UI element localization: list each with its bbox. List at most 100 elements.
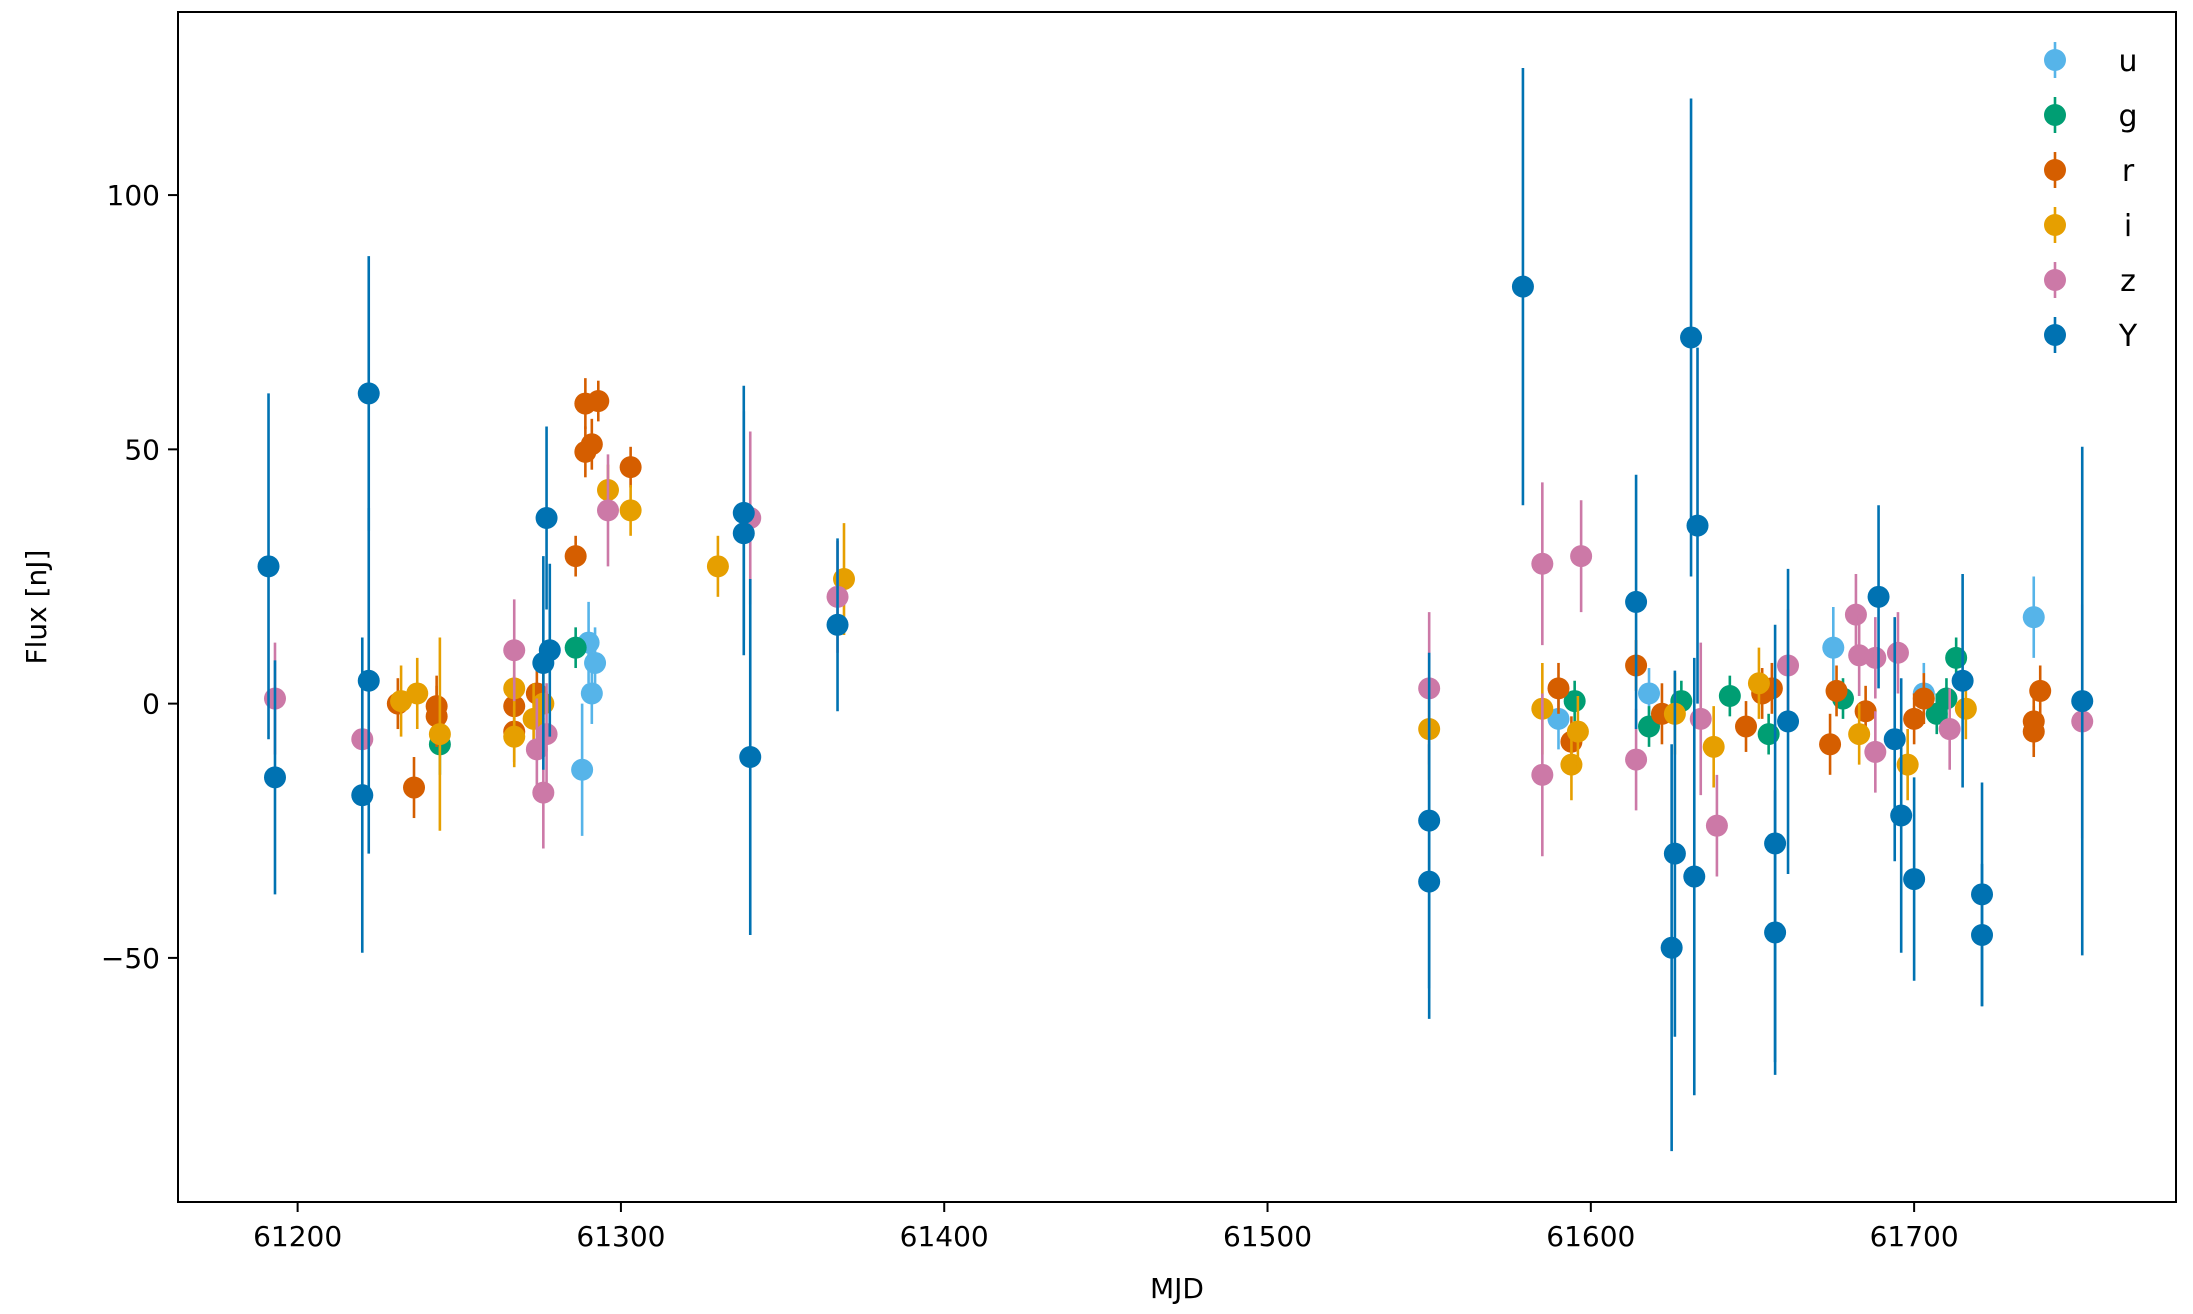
legend-label: i xyxy=(2124,209,2132,244)
data-point-u-5 xyxy=(1638,682,1661,705)
data-point-Y-23 xyxy=(1777,710,1800,733)
legend-label: z xyxy=(2120,264,2136,299)
data-point-z-6 xyxy=(596,499,619,522)
axes-frame xyxy=(177,11,2177,1203)
data-point-z-17 xyxy=(1844,603,1867,626)
data-point-r-1 xyxy=(403,776,426,799)
data-point-z-11 xyxy=(1531,763,1554,786)
data-point-Y-6 xyxy=(535,507,558,530)
legend-item-z: z xyxy=(2044,262,2136,299)
data-point-Y-30 xyxy=(1971,924,1994,947)
data-point-Y-15 xyxy=(1625,590,1648,613)
data-point-u-3 xyxy=(584,651,607,674)
data-point-Y-18 xyxy=(1680,326,1703,349)
data-point-Y-4 xyxy=(357,669,380,692)
data-point-r-12 xyxy=(619,456,642,479)
legend-item-r: r xyxy=(2044,152,2135,189)
data-point-z-21 xyxy=(1886,641,1909,664)
data-point-r-13 xyxy=(1547,677,1570,700)
data-point-Y-14 xyxy=(1511,275,1534,298)
data-point-r-23 xyxy=(1903,707,1926,730)
y-tick-label: 0 xyxy=(142,688,160,721)
data-point-Y-11 xyxy=(826,613,849,636)
y-tick-label: 50 xyxy=(124,433,160,466)
legend-marker xyxy=(2044,159,2066,181)
data-marks xyxy=(257,67,2094,1152)
data-point-Y-0 xyxy=(257,555,280,578)
data-point-g-5 xyxy=(1718,684,1741,707)
data-point-Y-1 xyxy=(263,766,286,789)
y-axis: −50 0 50 100 xyxy=(101,179,178,975)
data-point-Y-24 xyxy=(1867,585,1890,608)
data-point-u-8 xyxy=(2022,606,2045,629)
legend-item-i: i xyxy=(2044,207,2132,244)
data-point-Y-17 xyxy=(1663,842,1686,865)
data-point-i-20 xyxy=(1954,697,1977,720)
data-point-i-1 xyxy=(406,682,429,705)
legend-marker xyxy=(2044,324,2066,346)
x-tick-label: 61300 xyxy=(576,1220,665,1253)
legend-item-u: u xyxy=(2044,42,2138,79)
data-point-Y-22 xyxy=(1764,921,1787,944)
data-point-z-4 xyxy=(532,781,555,804)
legend-label: Y xyxy=(2118,319,2138,354)
data-point-z-10 xyxy=(1531,552,1554,575)
data-point-Y-26 xyxy=(1890,804,1913,827)
legend-label: u xyxy=(2118,44,2137,79)
data-point-z-22 xyxy=(1938,718,1961,741)
data-point-z-5 xyxy=(535,723,558,746)
x-tick-label: 61400 xyxy=(900,1220,989,1253)
data-point-Y-16 xyxy=(1660,936,1683,959)
data-point-z-15 xyxy=(1705,814,1728,837)
data-point-i-9 xyxy=(706,555,729,578)
data-point-r-7 xyxy=(564,545,587,568)
data-point-Y-13 xyxy=(1418,870,1441,893)
data-point-r-20 xyxy=(1819,733,1842,756)
legend-marker xyxy=(2044,214,2066,236)
data-point-Y-3 xyxy=(357,382,380,405)
data-point-g-2 xyxy=(1563,690,1586,713)
data-point-r-11 xyxy=(587,390,610,413)
x-tick-label: 61200 xyxy=(253,1220,342,1253)
data-point-z-13 xyxy=(1625,748,1648,771)
y-tick-label: 100 xyxy=(107,179,160,212)
data-point-r-10 xyxy=(580,433,603,456)
data-point-Y-28 xyxy=(1951,669,1974,692)
data-point-r-27 xyxy=(2029,679,2052,702)
data-point-u-4 xyxy=(1547,707,1570,730)
data-point-Y-9 xyxy=(732,522,755,545)
legend-label: g xyxy=(2118,99,2137,134)
data-point-i-2 xyxy=(428,723,451,746)
series-Y xyxy=(257,67,2094,1152)
data-point-i-3 xyxy=(503,725,526,748)
data-point-z-2 xyxy=(503,639,526,662)
data-point-u-2 xyxy=(580,682,603,705)
legend-label: r xyxy=(2122,154,2135,189)
data-point-Y-19 xyxy=(1683,865,1706,888)
x-axis-title: MJD xyxy=(1150,1272,1204,1305)
data-point-Y-20 xyxy=(1686,514,1709,537)
x-tick-label: 61600 xyxy=(1546,1220,1635,1253)
legend-item-g: g xyxy=(2044,97,2138,134)
data-point-r-17 xyxy=(1735,715,1758,738)
legend-marker xyxy=(2044,104,2066,126)
y-tick-label: −50 xyxy=(101,942,160,975)
data-point-u-0 xyxy=(571,758,594,781)
y-axis-title: Flux [nJ] xyxy=(20,550,53,665)
legend-marker xyxy=(2044,49,2066,71)
data-point-i-17 xyxy=(1747,672,1770,695)
data-point-i-16 xyxy=(1702,735,1725,758)
data-point-z-20 xyxy=(1864,740,1887,763)
data-point-r-3 xyxy=(425,705,448,728)
data-point-Y-10 xyxy=(739,746,762,769)
data-point-z-12 xyxy=(1570,545,1593,568)
x-tick-label: 61700 xyxy=(1870,1220,1959,1253)
x-tick-label: 61500 xyxy=(1223,1220,1312,1253)
data-point-Y-27 xyxy=(1903,868,1926,891)
data-point-i-8 xyxy=(619,499,642,522)
data-point-z-19 xyxy=(1864,646,1887,669)
data-point-Y-31 xyxy=(2071,690,2094,713)
data-point-g-1 xyxy=(564,636,587,659)
